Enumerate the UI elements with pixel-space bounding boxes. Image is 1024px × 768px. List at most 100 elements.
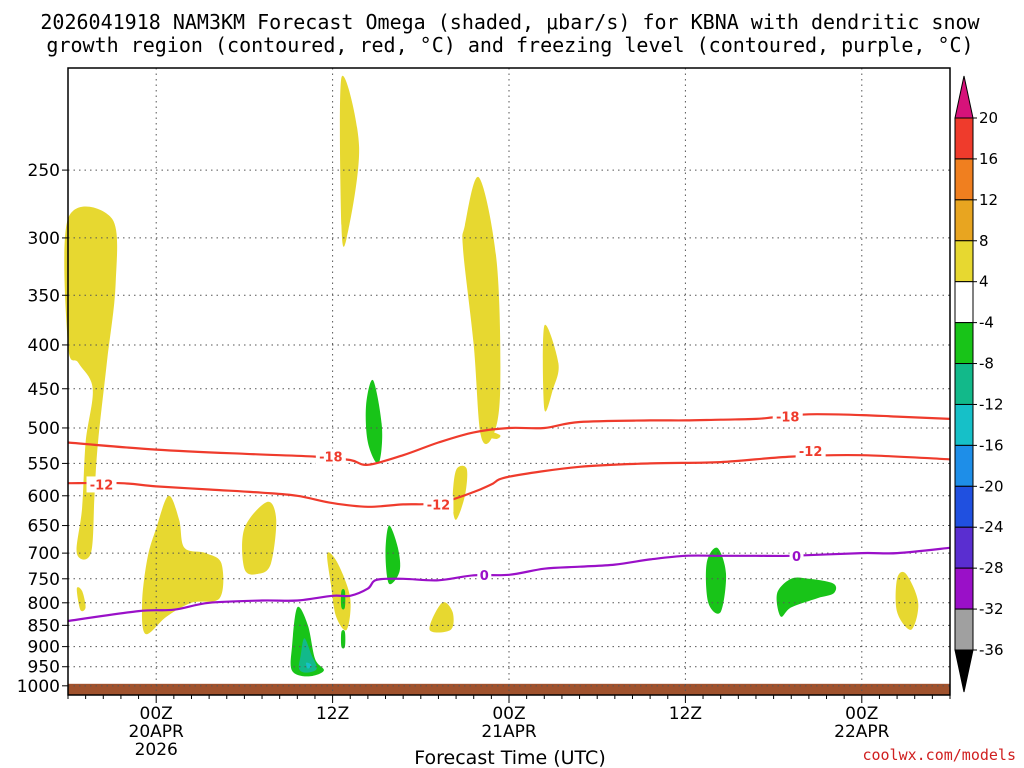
- contour-label-2-0: 0: [480, 569, 489, 584]
- contour-label-0-0: -18: [319, 451, 343, 466]
- colorbar-label-9: -20: [979, 477, 1004, 495]
- colorbar-label-11: -28: [979, 559, 1004, 577]
- omega-region-positive-0: [64, 206, 118, 560]
- contour-label-bg: [423, 496, 454, 513]
- colorbar-label-6: -8: [979, 355, 994, 373]
- omega-region-positive-2: [141, 495, 224, 635]
- colorbar-box-2: [954, 158, 974, 201]
- contour-label-bg: [477, 566, 492, 583]
- colorbar-label-13: -36: [979, 641, 1004, 659]
- y-tick-label-1000: 1000: [17, 677, 60, 697]
- contour-label-bg: [86, 476, 117, 493]
- y-tick-label-950: 950: [28, 658, 60, 678]
- credit-text[interactable]: coolwx.com/models: [862, 746, 1016, 764]
- omega-region-negative-16: [290, 606, 324, 677]
- contour-label-2-1: 0: [792, 550, 801, 565]
- y-tick-label-650: 650: [28, 517, 60, 537]
- y-tick-label-700: 700: [28, 544, 60, 564]
- y-tick-label-450: 450: [28, 380, 60, 400]
- colorbar-box-6: [954, 322, 974, 365]
- x-tick-label-20-0: 00Z: [492, 704, 525, 724]
- contour-label-bg: [795, 443, 826, 460]
- contour-layer: -18 -18 -12 -12 -12 0 0: [67, 408, 951, 623]
- x-tick-label-0-1: 20APR: [129, 722, 185, 742]
- y-tick-label-900: 900: [28, 638, 60, 658]
- colorbar-label-12: -32: [979, 600, 1004, 618]
- colorbar-box-1: [954, 117, 974, 160]
- omega-region-positive-1: [76, 587, 86, 612]
- colorbar-box-5: [954, 281, 974, 324]
- pressure-axis: 2503003504004505005506006507007508008509…: [17, 161, 68, 697]
- omega-region-negative-19: [705, 547, 727, 614]
- colorbar-label-2: 12: [979, 191, 998, 209]
- colorbar-label-5: -4: [979, 314, 994, 332]
- contour-label-bg: [789, 547, 804, 564]
- plot-area: -18 -18 -12 -12 -12 0 0: [64, 67, 951, 696]
- x-tick-label-0-2: 2026: [135, 740, 178, 760]
- omega-region-negative-12: [365, 379, 383, 464]
- x-tick-label-20-1: 21APR: [481, 722, 537, 742]
- contour-label-1-1: -12: [427, 498, 451, 513]
- y-tick-label-800: 800: [28, 594, 60, 614]
- contour-label-0-1: -18: [776, 411, 800, 426]
- y-tick-label-350: 350: [28, 286, 60, 306]
- x-tick-label-30-0: 12Z: [669, 704, 702, 724]
- y-tick-label-850: 850: [28, 616, 60, 636]
- x-tick-label-10-0: 12Z: [316, 704, 349, 724]
- colorbar-box-9: [954, 444, 974, 487]
- ground-layer: [68, 683, 950, 695]
- x-axis-label: Forecast Time (UTC): [414, 747, 605, 768]
- colorbar-box-13: [954, 608, 974, 651]
- colorbar-box-10: [954, 485, 974, 528]
- omega-region-negative-17: [298, 638, 317, 673]
- omega-shading-layer: [64, 75, 919, 677]
- chart-title-line-2: growth region (contoured, red, °C) and f…: [46, 33, 973, 57]
- omega-region-positive-3: [242, 501, 277, 575]
- y-tick-label-300: 300: [28, 229, 60, 249]
- colorbar-label-8: -16: [979, 436, 1004, 454]
- y-tick-label-500: 500: [28, 419, 60, 439]
- colorbar-label-10: -24: [979, 518, 1004, 536]
- contour-label-1-0: -12: [90, 478, 114, 493]
- omega-region-positive-10: [542, 324, 559, 412]
- omega-region-positive-6: [462, 176, 501, 445]
- colorbar-box-4: [954, 240, 974, 283]
- y-tick-label-750: 750: [28, 570, 60, 590]
- omega-region-positive-5: [327, 552, 351, 631]
- omega-region-positive-11: [895, 571, 919, 630]
- y-tick-label-400: 400: [28, 336, 60, 356]
- chart-title-line-1: 2026041918 NAM3KM Forecast Omega (shaded…: [40, 10, 980, 34]
- colorbar-box-8: [954, 403, 974, 446]
- contour-line-2: [67, 546, 951, 623]
- omega-region-positive-7: [487, 431, 501, 440]
- x-tick-label-0-0: 00Z: [140, 704, 173, 724]
- omega-region-negative-15: [340, 630, 346, 649]
- omega-region-positive-8: [452, 465, 468, 520]
- colorbar-box-11: [954, 526, 974, 569]
- omega-colorbar: 20 16 12 8 4 -4 -8 -12 -16 -20 -24 -28 -32 -36: [954, 75, 1004, 693]
- contour-label-bg: [772, 408, 803, 425]
- colorbar-label-4: 4: [979, 273, 989, 291]
- y-tick-label-600: 600: [28, 487, 60, 507]
- colorbar-box-3: [954, 199, 974, 242]
- colorbar-top-arrow: [954, 75, 974, 119]
- omega-region-negative-13: [385, 525, 401, 585]
- contour-label-1-2: -12: [799, 445, 823, 460]
- colorbar-label-7: -12: [979, 395, 1004, 413]
- y-tick-label-250: 250: [28, 161, 60, 181]
- omega-region-negative-14: [340, 588, 346, 610]
- contour-label-bg: [315, 448, 346, 465]
- colorbar-label-0: 20: [979, 109, 998, 127]
- colorbar-box-7: [954, 363, 974, 405]
- colorbar-bottom-arrow: [954, 649, 974, 693]
- ground-shading: [68, 683, 950, 695]
- x-tick-label-40-1: 22APR: [834, 722, 890, 742]
- omega-region-negative-20: [776, 577, 837, 617]
- colorbar-label-3: 8: [979, 232, 989, 250]
- colorbar-label-1: 16: [979, 150, 998, 168]
- colorbar-box-12: [954, 567, 974, 610]
- omega-region-positive-4: [339, 75, 360, 247]
- x-tick-label-40-0: 00Z: [845, 704, 878, 724]
